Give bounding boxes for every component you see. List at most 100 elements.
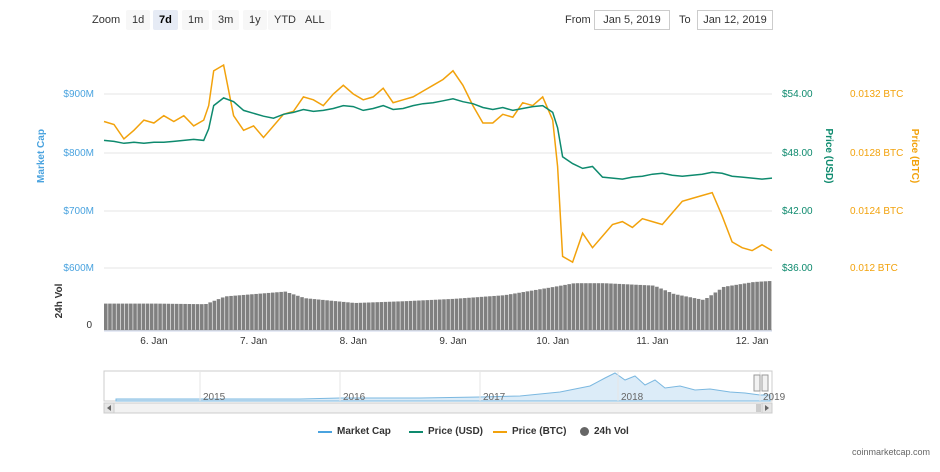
volume-bar: [262, 293, 267, 330]
volume-bar: [454, 298, 459, 330]
volume-bar: [621, 284, 626, 330]
volume-bar: [759, 281, 764, 330]
legend-item-price-usd[interactable]: Price (USD): [409, 426, 483, 437]
volume-bar: [166, 303, 171, 330]
volume-bar: [738, 284, 743, 330]
volume-bar: [241, 294, 246, 330]
navigator-handle-left[interactable]: [753, 374, 761, 392]
volume-bar: [705, 298, 709, 330]
volume-bar: [659, 288, 663, 330]
legend-item-volume[interactable]: 24h Vol: [580, 426, 629, 437]
price-usd-line: [103, 97, 773, 180]
legend-item-price-btc[interactable]: Price (BTC): [493, 426, 566, 437]
volume-bar: [630, 284, 634, 330]
volume-bar: [638, 284, 642, 330]
volume-bar: [450, 298, 455, 330]
volume-bar: [417, 300, 421, 330]
zoom-button-all[interactable]: ALL: [299, 10, 331, 30]
volume-bar: [755, 281, 759, 331]
volume-bar: [463, 298, 467, 330]
volume-bar: [137, 303, 141, 330]
volume-bar: [129, 303, 133, 330]
volume-bar: [404, 301, 409, 330]
volume-bar: [158, 303, 162, 330]
volume-bar: [500, 295, 505, 330]
legend-item-market-cap[interactable]: Market Cap: [318, 426, 391, 437]
zoom-button-1m[interactable]: 1m: [182, 10, 210, 30]
volume-bar: [584, 283, 588, 330]
volume-bar: [709, 295, 713, 330]
x-tick-label: 12. Jan: [736, 336, 769, 347]
volume-bar: [421, 300, 425, 330]
volume-bar: [446, 299, 450, 330]
price-btc-tick: 0.0124 BTC: [850, 206, 903, 217]
scrollbar-thumb[interactable]: [756, 404, 761, 412]
volume-bar: [237, 295, 242, 330]
gridlines: [104, 93, 772, 269]
credits-link[interactable]: coinmarketcap.com: [851, 447, 930, 457]
volume-bar: [617, 283, 622, 330]
volume-bar: [730, 285, 734, 330]
volume-bar: [183, 303, 187, 330]
volume-bar: [680, 295, 684, 330]
volume-axis: 24h Vol 0: [54, 283, 92, 331]
x-tick-label: 10. Jan: [536, 336, 569, 347]
volume-bar: [488, 296, 492, 330]
volume-bar: [646, 285, 651, 330]
volume-bar: [116, 303, 121, 330]
zoom-button-1d[interactable]: 1d: [126, 10, 151, 30]
volume-bar: [467, 297, 471, 330]
volume-bar: [316, 299, 321, 330]
volume-bar: [124, 303, 129, 330]
navigator-handle-right[interactable]: [761, 374, 769, 392]
volume-bar: [746, 282, 751, 330]
volume-bar: [721, 286, 726, 330]
volume-bar: [634, 284, 638, 330]
volume-bar: [663, 290, 668, 330]
legend-label: Price (USD): [428, 426, 484, 437]
volume-bar: [609, 283, 613, 330]
volume-bar: [701, 299, 705, 330]
zoom-button-1y[interactable]: 1y: [243, 10, 267, 30]
zoom-button-ytd[interactable]: YTD: [268, 10, 302, 30]
volume-bar: [212, 300, 217, 330]
price-usd-tick: $36.00: [782, 263, 813, 274]
volume-bar: [162, 303, 167, 330]
legend-label: Price (BTC): [512, 426, 567, 437]
zoom-button-3m[interactable]: 3m: [212, 10, 240, 30]
zoom-button-7d[interactable]: 7d: [153, 10, 178, 30]
volume-bar: [283, 291, 288, 330]
volume-bar: [187, 304, 192, 330]
volume-bar: [525, 291, 530, 330]
volume-bar: [504, 294, 509, 330]
volume-bar: [392, 301, 396, 330]
scrollbar[interactable]: [103, 402, 773, 414]
volume-bar: [767, 281, 772, 330]
volume-bar: [279, 291, 283, 330]
navigator: 2015 2016 2017 2018 2019: [103, 370, 786, 403]
volume-bar: [312, 299, 317, 330]
volume-bar: [425, 300, 430, 330]
volume-bar: [350, 302, 354, 330]
volume-bar: [412, 300, 417, 330]
legend-dot-icon: [580, 427, 589, 436]
x-tick-label: 7. Jan: [240, 336, 267, 347]
market-cap-axis: $900M $800M $700M $600M Market Cap: [36, 89, 94, 274]
price-usd-axis-title: Price (USD): [823, 128, 834, 183]
volume-bar: [479, 296, 484, 330]
volume-bar: [433, 299, 438, 330]
from-date-input[interactable]: [594, 10, 670, 30]
volume-bar: [254, 293, 258, 330]
volume-bar: [696, 298, 701, 331]
scrollbar-track[interactable]: [103, 402, 773, 414]
legend-swatch: [409, 430, 423, 433]
volume-bar: [508, 294, 513, 330]
volume-bar: [325, 300, 329, 330]
price-btc-tick: 0.0128 BTC: [850, 148, 903, 159]
volume-bar: [513, 293, 517, 330]
volume-bar: [688, 297, 693, 330]
volume-bar: [517, 292, 521, 330]
legend-label: Market Cap: [337, 426, 391, 437]
to-date-input[interactable]: [697, 10, 773, 30]
volume-bar: [229, 295, 233, 330]
